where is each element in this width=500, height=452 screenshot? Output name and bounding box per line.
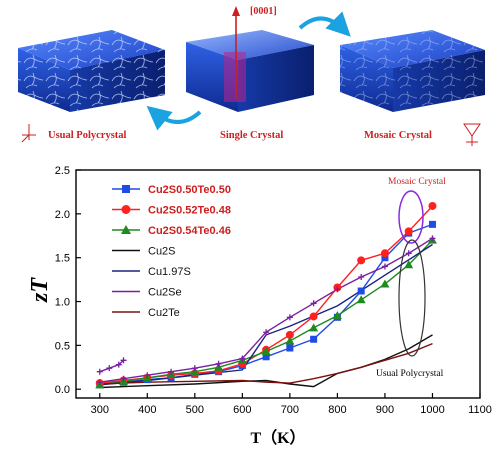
data-point: [239, 355, 246, 362]
data-point: [429, 235, 436, 242]
y-tick-label: 2.5: [55, 165, 70, 177]
data-point: [381, 263, 388, 270]
x-tick-label: 1100: [468, 404, 492, 416]
data-point: [285, 330, 294, 339]
data-point: [380, 279, 390, 288]
data-point: [191, 365, 198, 372]
legend-label: Cu2Se: [148, 287, 182, 299]
data-point: [428, 220, 436, 228]
data-point: [96, 368, 103, 375]
data-point: [405, 250, 412, 257]
y-tick-label: 1.0: [55, 297, 70, 309]
data-point: [356, 295, 366, 304]
series-line: [99, 334, 433, 389]
crystal-axis-label: [0001]: [250, 6, 277, 17]
x-tick-label: 500: [186, 404, 204, 416]
series-line: [99, 342, 433, 385]
annotation-mosaic-crystal: Mosaic Crystal: [388, 177, 446, 187]
data-point: [120, 375, 127, 382]
y-tick-label: 1.5: [55, 253, 70, 265]
data-point: [263, 329, 270, 336]
data-point: [115, 361, 122, 368]
series-markers: [95, 201, 437, 389]
legend-label: Cu2S0.50Te0.50: [148, 184, 231, 196]
annotation-usual-polycrystal: Usual Polycrystal: [376, 369, 444, 379]
data-point: [190, 367, 200, 376]
x-tick-label: 800: [328, 404, 346, 416]
legend-label: Cu2S: [148, 246, 176, 258]
data-point: [286, 344, 294, 352]
polycrystal-block: [18, 30, 165, 112]
legend-label: Cu1.97S: [148, 266, 191, 278]
y-axis-label: zT: [27, 277, 53, 303]
data-point: [357, 256, 366, 265]
x-axis-label: T（K）: [250, 429, 305, 447]
series-line: [99, 359, 124, 373]
usual-polycrystal-ellipse: [398, 239, 426, 357]
orientation-glyph-right: [463, 123, 481, 146]
label-usual-polycrystal: Usual Polycrystal: [48, 130, 127, 141]
data-point: [332, 311, 342, 320]
orientation-glyph-left: [21, 124, 36, 143]
legend-swatch-marker: [121, 225, 131, 234]
legend-label: Cu2S0.52Te0.48: [148, 205, 231, 217]
data-point: [428, 201, 437, 210]
data-point: [286, 314, 293, 321]
data-point: [285, 336, 295, 345]
x-tick-label: 600: [233, 404, 251, 416]
x-tick-label: 900: [376, 404, 394, 416]
data-point: [168, 368, 175, 375]
label-single-crystal: Single Crystal: [220, 130, 283, 141]
y-tick-label: 0.0: [55, 384, 70, 396]
y-tick-label: 0.5: [55, 340, 70, 352]
data-point: [404, 260, 414, 269]
data-point: [309, 312, 318, 321]
crystal-illustration: [0001] Usual Polycrystal Single Crystal …: [18, 6, 485, 146]
chart: 300 400 500 600 700 800 900 1000 1100 0.0 0.5 1.0 1…: [27, 165, 492, 447]
data-point: [310, 300, 317, 307]
legend-label: Cu2Te: [148, 307, 180, 319]
x-tick-label: 400: [138, 404, 156, 416]
data-point: [262, 353, 270, 361]
legend-swatch-marker: [122, 185, 130, 193]
data-point: [96, 379, 103, 386]
data-point: [309, 323, 319, 332]
arrow-to-mosaic: [298, 11, 351, 37]
x-tick-label: 700: [281, 404, 299, 416]
legend: Cu2S0.50Te0.50 Cu2S0.52Te0.48 Cu2S0.54Te0.…: [112, 184, 231, 319]
single-crystal-block: [0001]: [186, 6, 314, 112]
data-point: [215, 360, 222, 367]
mosaic-crystal-ellipse: [398, 190, 424, 244]
x-tick-label: 300: [91, 404, 109, 416]
data-point: [144, 372, 151, 379]
data-point: [381, 254, 389, 262]
data-point: [357, 287, 365, 295]
y-tick-label: 2.0: [55, 209, 70, 221]
x-tick-label: 1000: [420, 404, 444, 416]
data-point: [358, 273, 365, 280]
legend-label: Cu2S0.54Te0.46: [148, 225, 231, 237]
mosaic-crystal-block: [340, 30, 485, 112]
data-point: [120, 357, 127, 364]
data-point: [334, 286, 341, 293]
data-point: [404, 227, 413, 236]
data-point: [380, 249, 389, 258]
x-ticks: 300 400 500 600 700 800 900 1000 1100: [91, 393, 492, 416]
label-mosaic-crystal: Mosaic Crystal: [364, 130, 432, 141]
data-point: [261, 347, 271, 356]
data-point: [310, 335, 318, 343]
data-point: [106, 365, 113, 372]
data-point: [214, 362, 224, 371]
arrow-to-polycrystal: [146, 105, 202, 131]
plot-frame: [75, 169, 481, 399]
y-ticks: 0.0 0.5 1.0 1.5 2.0 2.5: [55, 165, 81, 396]
legend-swatch-marker: [121, 205, 131, 214]
